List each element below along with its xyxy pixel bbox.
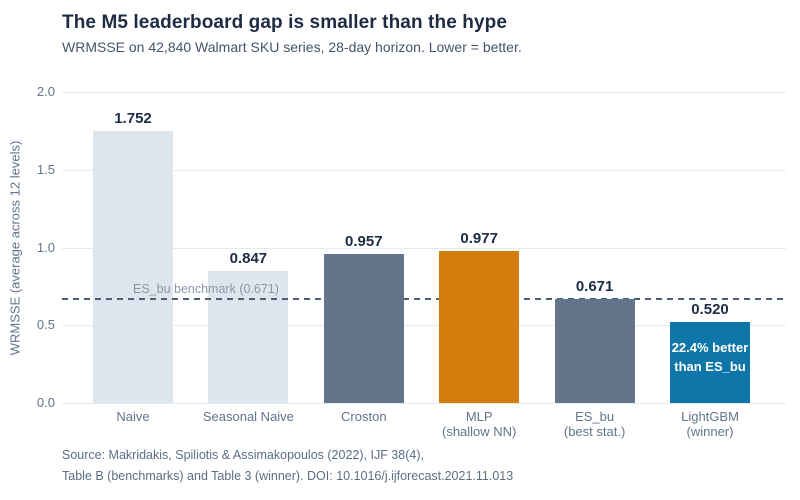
benchmark-label: ES_bu benchmark (0.671) <box>133 281 279 296</box>
bar-lightgbm <box>670 322 750 403</box>
chart-title: The M5 leaderboard gap is smaller than t… <box>62 12 507 33</box>
value-label-lightgbm: 0.520 <box>691 301 729 319</box>
value-label-mlp: 0.977 <box>460 230 498 248</box>
winner-annotation: 22.4% better than ES_bu <box>671 340 749 375</box>
x-tick-label-lightgbm: LightGBM (winner) <box>681 409 739 439</box>
x-tick-label-es-bu: ES_bu (best stat.) <box>563 409 626 439</box>
x-tick-label-croston: Croston <box>341 409 387 424</box>
y-tick-label: 2.0 <box>36 84 55 99</box>
gridline <box>62 169 786 171</box>
source-line-1: Source: Makridakis, Spiliotis & Assimako… <box>62 448 424 462</box>
x-tick-label-naive: Naive <box>116 409 150 424</box>
y-tick-label: 1.0 <box>36 239 55 255</box>
gridline <box>62 403 786 404</box>
value-label-croston: 0.957 <box>345 233 383 251</box>
value-label-seasonal-naive: 0.847 <box>229 250 268 268</box>
y-tick-label: 1.5 <box>36 161 55 177</box>
source-line-2: Table B (benchmarks) and Table 3 (winner… <box>62 468 514 483</box>
benchmark-dashed-line <box>62 297 786 300</box>
bar-seasonal-naive <box>208 271 289 403</box>
y-tick-label: 0.5 <box>36 317 55 333</box>
bar-mlp <box>439 251 520 403</box>
bar-croston <box>323 254 404 403</box>
bar-naive <box>93 130 173 403</box>
value-label-es-bu: 0.671 <box>575 277 614 295</box>
y-tick-label: 0.0 <box>36 395 55 410</box>
gridline <box>62 325 786 327</box>
source-note: Source: Makridakis, Spiliotis & Assimako… <box>62 445 513 486</box>
gridline <box>62 92 786 93</box>
gridline <box>62 247 786 249</box>
value-label-naive: 1.752 <box>114 109 152 127</box>
x-tick-label-seasonal-naive: Seasonal Naive <box>202 409 294 424</box>
chart-subtitle: WRMSSE on 42,840 Walmart SKU series, 28-… <box>62 39 522 55</box>
bar-es-bu <box>554 298 635 403</box>
x-tick-label-mlp: MLP (shallow NN) <box>441 409 517 439</box>
